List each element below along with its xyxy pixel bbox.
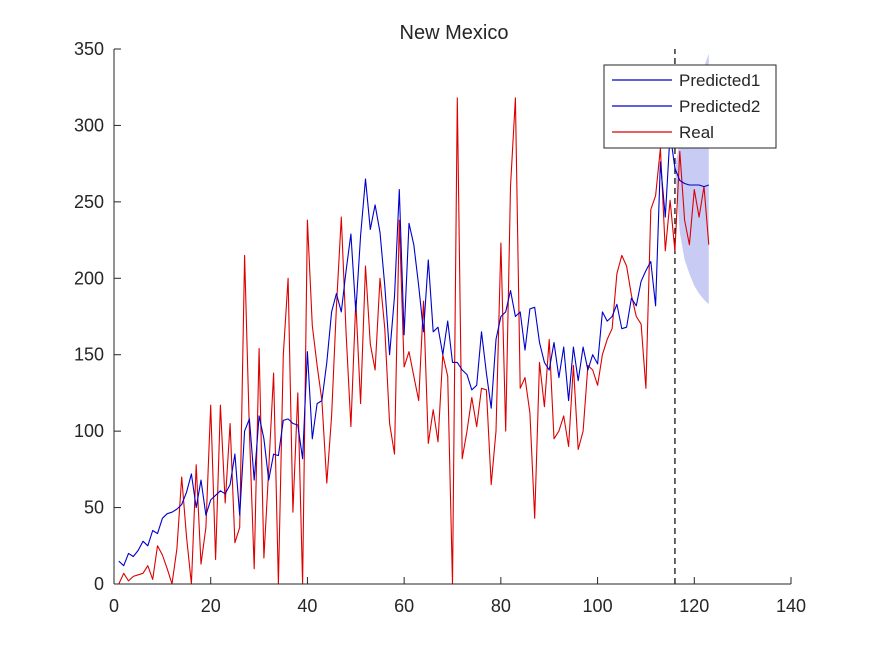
x-tick-label: 40 <box>297 596 317 616</box>
axes: 0 20 40 60 80 100 120 140 0 50 100 150 200 250 300 350 <box>74 39 806 616</box>
y-tick-label: 200 <box>74 268 104 288</box>
series-line-predicted2 <box>674 167 709 188</box>
x-tick-label: 100 <box>583 596 613 616</box>
chart-title: New Mexico <box>400 22 509 44</box>
y-tick-label: 50 <box>84 498 104 518</box>
y-tick-label: 100 <box>74 421 104 441</box>
y-tick-label: 300 <box>74 115 104 135</box>
x-tick-label: 80 <box>491 596 511 616</box>
legend-label-predicted2: Predicted2 <box>679 97 760 116</box>
series-line-predicted1 <box>118 132 676 567</box>
series-line-real <box>118 97 710 585</box>
y-tick-label: 350 <box>74 39 104 59</box>
x-tick-label: 140 <box>776 596 806 616</box>
y-tick-label: 0 <box>94 574 104 594</box>
y-tick-label: 150 <box>74 345 104 365</box>
y-tick-label: 250 <box>74 192 104 212</box>
x-tick-label: 60 <box>394 596 414 616</box>
legend-label-real: Real <box>679 123 714 142</box>
x-tick-label: 0 <box>109 596 119 616</box>
x-tick-label: 120 <box>679 596 709 616</box>
legend: Predicted1 Predicted2 Real <box>603 64 777 149</box>
legend-label-predicted1: Predicted1 <box>679 71 760 90</box>
x-tick-label: 20 <box>201 596 221 616</box>
